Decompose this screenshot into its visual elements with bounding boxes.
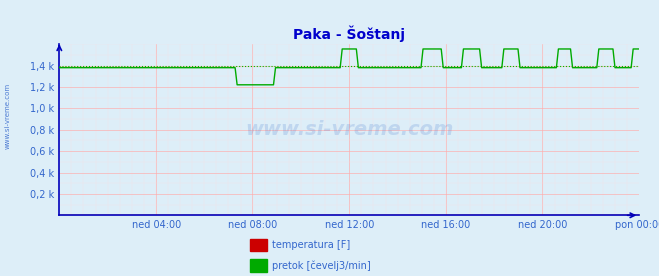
Text: pretok [čevelj3/min]: pretok [čevelj3/min] (272, 261, 370, 271)
Title: Paka - Šoštanj: Paka - Šoštanj (293, 25, 405, 42)
Text: www.si-vreme.com: www.si-vreme.com (245, 120, 453, 139)
Text: temperatura [F]: temperatura [F] (272, 240, 350, 250)
Text: www.si-vreme.com: www.si-vreme.com (5, 83, 11, 149)
